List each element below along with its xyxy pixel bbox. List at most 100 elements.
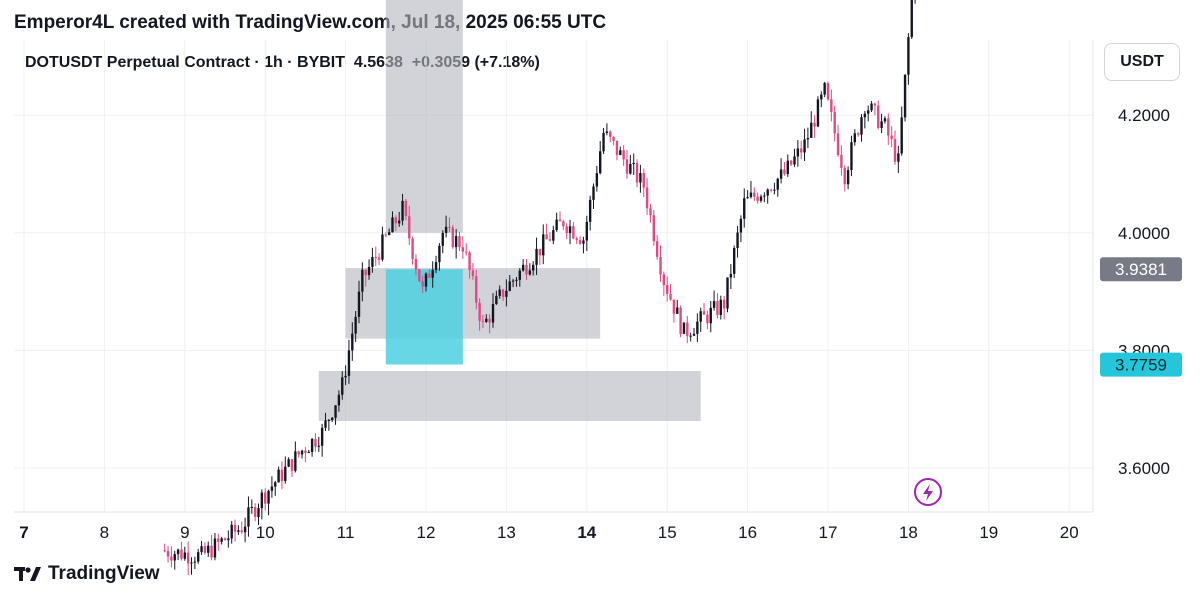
candle: [575, 238, 578, 241]
candle: [408, 216, 411, 239]
candle: [485, 318, 488, 322]
candle: [749, 192, 753, 198]
candle: [612, 136, 615, 141]
candle: [253, 507, 257, 517]
candle: [910, 0, 913, 38]
candle: [374, 257, 377, 259]
candle: [599, 151, 602, 174]
candle: [806, 137, 810, 140]
candle: [873, 103, 877, 106]
candle: [213, 538, 217, 558]
candle: [515, 279, 518, 281]
zone-gray: [385, 0, 463, 233]
candle: [287, 459, 290, 467]
candle: [702, 311, 706, 315]
candle: [401, 200, 404, 221]
candle: [830, 99, 833, 113]
candle: [267, 490, 270, 504]
candle: [649, 208, 652, 216]
candle: [642, 172, 645, 188]
candle: [890, 135, 893, 140]
candle: [605, 131, 609, 133]
candle: [173, 554, 176, 561]
candle: [424, 273, 428, 287]
candle: [220, 538, 223, 542]
candle: [592, 186, 595, 200]
candle: [800, 148, 803, 153]
candle: [722, 299, 726, 309]
candle: [411, 238, 414, 259]
candle: [341, 377, 344, 395]
candle: [310, 438, 314, 452]
candle: [850, 142, 853, 171]
candle: [588, 199, 592, 222]
candle: [867, 110, 870, 114]
candle: [454, 236, 458, 248]
candle: [387, 232, 391, 236]
candle: [371, 257, 374, 267]
x-tick-label: 16: [738, 523, 757, 542]
candle: [578, 240, 582, 244]
candle: [250, 507, 253, 509]
candle: [679, 307, 682, 334]
candle: [759, 196, 763, 201]
candle: [217, 538, 220, 542]
candle: [428, 273, 431, 278]
candle: [495, 295, 498, 305]
candle: [347, 350, 351, 376]
candle: [602, 132, 605, 152]
candle: [733, 248, 736, 274]
candle: [384, 234, 387, 236]
candle: [820, 94, 823, 100]
candle: [230, 524, 233, 539]
candle: [314, 438, 317, 447]
currency-button[interactable]: USDT: [1104, 43, 1180, 81]
candle: [488, 318, 491, 323]
candle: [893, 139, 897, 162]
candle: [331, 417, 334, 420]
candle: [501, 289, 505, 297]
candle: [709, 307, 712, 324]
candle: [324, 420, 327, 428]
candle: [619, 150, 622, 155]
candle: [307, 451, 310, 453]
candle: [726, 277, 729, 309]
candle: [676, 307, 679, 314]
candle: [840, 154, 843, 168]
candle: [836, 133, 840, 155]
candle: [197, 552, 200, 562]
candle: [585, 221, 588, 241]
candle: [833, 112, 836, 134]
candle: [200, 546, 203, 553]
candle: [525, 264, 528, 275]
candle: [622, 150, 625, 160]
candle: [478, 302, 481, 321]
candle: [743, 198, 746, 219]
candle: [632, 162, 635, 164]
candle: [609, 131, 612, 137]
candle: [532, 264, 535, 271]
candle: [826, 83, 830, 100]
candle: [689, 335, 692, 337]
candle: [327, 419, 331, 421]
candle: [625, 159, 629, 174]
candle: [448, 226, 451, 228]
candle: [511, 280, 515, 282]
candle: [354, 316, 357, 334]
candle: [763, 195, 766, 197]
candle: [186, 552, 190, 564]
candles: [163, 0, 916, 575]
candle: [337, 394, 341, 406]
price-tag-label: 3.7759: [1115, 356, 1167, 375]
x-tick-label: 10: [256, 523, 275, 542]
candle: [572, 226, 575, 239]
candle: [317, 445, 320, 447]
candle: [461, 247, 465, 252]
candle: [669, 294, 672, 300]
candle: [652, 215, 655, 242]
candle: [491, 304, 495, 323]
candle: [243, 526, 247, 533]
candle: [304, 450, 307, 453]
candle: [773, 189, 776, 191]
